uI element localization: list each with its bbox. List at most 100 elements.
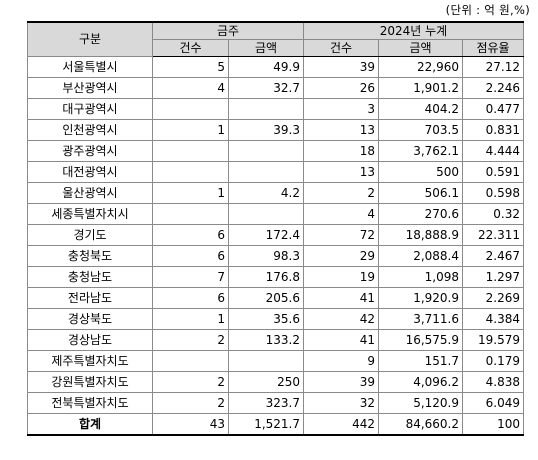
cumulative-count-cell: 41	[303, 329, 379, 351]
weekly-amount-cell	[228, 350, 304, 372]
regional-stats-table: 구분 금주 2024년 누계 건수 금액 건수 금액 점유율 서울특별시 5 49.…	[27, 21, 524, 436]
share-cell: 0.477	[462, 98, 524, 120]
table-row: 제주특별자치도 9 151.7 0.179	[27, 350, 524, 372]
share-cell: 27.12	[462, 56, 524, 78]
share-cell: 4.444	[462, 140, 524, 162]
share-cell: 1.297	[462, 266, 524, 288]
weekly-amount-cell: 49.9	[228, 56, 304, 78]
weekly-amount-cell: 323.7	[228, 392, 304, 414]
region-cell: 대전광역시	[27, 161, 153, 183]
weekly-amount-cell: 172.4	[228, 224, 304, 246]
share-cell: 4.384	[462, 308, 524, 330]
region-cell: 제주특별자치도	[27, 350, 153, 372]
header-weekly-count: 건수	[152, 39, 229, 57]
weekly-count-cell: 2	[152, 392, 229, 414]
cumulative-amount-cell: 5,120.9	[378, 392, 463, 414]
cumulative-count-cell: 9	[303, 350, 379, 372]
cumulative-count-cell: 19	[303, 266, 379, 288]
table-row: 전라남도 6 205.6 41 1,920.9 2.269	[27, 287, 524, 309]
region-cell: 충청남도	[27, 266, 153, 288]
table-row: 대구광역시 3 404.2 0.477	[27, 98, 524, 120]
table-row: 광주광역시 18 3,762.1 4.444	[27, 140, 524, 162]
cumulative-count-cell: 42	[303, 308, 379, 330]
cumulative-count-cell: 442	[303, 413, 379, 436]
weekly-count-cell: 1	[152, 182, 229, 204]
table-body: 서울특별시 5 49.9 39 22,960 27.12 부산광역시 4 32.7 26 1,901…	[27, 56, 524, 436]
table-row: 충청남도 7 176.8 19 1,098 1.297	[27, 266, 524, 288]
weekly-count-cell	[152, 140, 229, 162]
region-cell: 인천광역시	[27, 119, 153, 141]
weekly-count-cell: 43	[152, 413, 229, 436]
weekly-amount-cell	[228, 161, 304, 183]
weekly-amount-cell: 4.2	[228, 182, 304, 204]
header-region: 구분	[27, 21, 153, 57]
cumulative-amount-cell: 2,088.4	[378, 245, 463, 267]
cumulative-amount-cell: 3,711.6	[378, 308, 463, 330]
share-cell: 100	[462, 413, 524, 436]
region-cell: 경기도	[27, 224, 153, 246]
table-row: 전북특별자치도 2 323.7 32 5,120.9 6.049	[27, 392, 524, 414]
table-row: 인천광역시 1 39.3 13 703.5 0.831	[27, 119, 524, 141]
cumulative-amount-cell: 506.1	[378, 182, 463, 204]
weekly-count-cell	[152, 203, 229, 225]
region-cell: 전라남도	[27, 287, 153, 309]
cumulative-count-cell: 13	[303, 119, 379, 141]
weekly-count-cell: 1	[152, 308, 229, 330]
table-row: 울산광역시 1 4.2 2 506.1 0.598	[27, 182, 524, 204]
share-cell: 0.831	[462, 119, 524, 141]
cumulative-amount-cell: 3,762.1	[378, 140, 463, 162]
cumulative-amount-cell: 4,096.2	[378, 371, 463, 393]
table-header: 구분 금주 2024년 누계 건수 금액 건수 금액 점유율	[27, 21, 524, 57]
cumulative-count-cell: 72	[303, 224, 379, 246]
cumulative-count-cell: 3	[303, 98, 379, 120]
cumulative-count-cell: 39	[303, 371, 379, 393]
weekly-count-cell: 1	[152, 119, 229, 141]
cumulative-amount-cell: 151.7	[378, 350, 463, 372]
weekly-amount-cell: 250	[228, 371, 304, 393]
cumulative-amount-cell: 1,901.2	[378, 77, 463, 99]
weekly-count-cell: 2	[152, 329, 229, 351]
cumulative-amount-cell: 270.6	[378, 203, 463, 225]
cumulative-count-cell: 39	[303, 56, 379, 78]
region-cell: 강원특별자치도	[27, 371, 153, 393]
header-share: 점유율	[462, 39, 524, 57]
region-cell: 경상남도	[27, 329, 153, 351]
header-group-weekly: 금주	[152, 21, 304, 40]
cumulative-count-cell: 29	[303, 245, 379, 267]
weekly-amount-cell: 35.6	[228, 308, 304, 330]
region-cell: 부산광역시	[27, 77, 153, 99]
cumulative-amount-cell: 404.2	[378, 98, 463, 120]
weekly-amount-cell: 39.3	[228, 119, 304, 141]
header-group-cumulative: 2024년 누계	[303, 21, 524, 40]
cumulative-amount-cell: 500	[378, 161, 463, 183]
header-row-columns: 건수 금액 건수 금액 점유율	[28, 39, 524, 57]
cumulative-amount-cell: 84,660.2	[378, 413, 463, 436]
region-cell: 전북특별자치도	[27, 392, 153, 414]
weekly-count-cell: 7	[152, 266, 229, 288]
cumulative-count-cell: 18	[303, 140, 379, 162]
weekly-amount-cell	[228, 140, 304, 162]
cumulative-count-cell: 32	[303, 392, 379, 414]
region-cell: 울산광역시	[27, 182, 153, 204]
cumulative-amount-cell: 1,920.9	[378, 287, 463, 309]
cumulative-count-cell: 26	[303, 77, 379, 99]
cumulative-count-cell: 13	[303, 161, 379, 183]
header-weekly-amount: 금액	[228, 39, 304, 57]
share-cell: 2.467	[462, 245, 524, 267]
weekly-amount-cell: 32.7	[228, 77, 304, 99]
region-cell: 광주광역시	[27, 140, 153, 162]
header-cumulative-amount: 금액	[378, 39, 463, 57]
share-cell: 0.179	[462, 350, 524, 372]
weekly-count-cell: 4	[152, 77, 229, 99]
cumulative-amount-cell: 22,960	[378, 56, 463, 78]
region-cell: 충청북도	[27, 245, 153, 267]
share-cell: 2.246	[462, 77, 524, 99]
cumulative-amount-cell: 1,098	[378, 266, 463, 288]
region-cell: 대구광역시	[27, 98, 153, 120]
weekly-amount-cell: 98.3	[228, 245, 304, 267]
share-cell: 0.32	[462, 203, 524, 225]
table-row: 경상북도 1 35.6 42 3,711.6 4.384	[27, 308, 524, 330]
header-cumulative-count: 건수	[303, 39, 379, 57]
table-row: 부산광역시 4 32.7 26 1,901.2 2.246	[27, 77, 524, 99]
cumulative-count-cell: 2	[303, 182, 379, 204]
